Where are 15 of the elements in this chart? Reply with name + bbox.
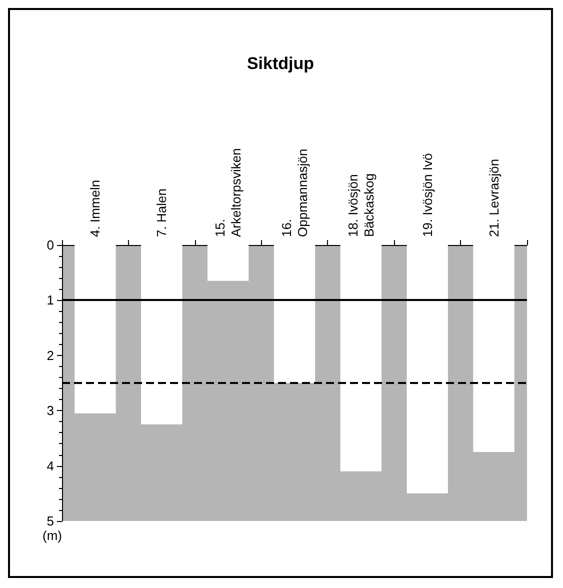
y-tick-label: 1 [46,292,54,308]
x-tick-label: 15. Arkeltorpsviken [212,148,244,237]
x-tick-label: 21. Levrasjön [486,158,502,237]
y-tick-label: 3 [46,403,54,418]
x-tick-label: 7. Halen [154,188,170,237]
y-axis-title: (m) [42,528,62,543]
x-tick-label: 16. Oppmannasjön [279,148,310,237]
x-tick-label: 19. Ivösjön Ivö [420,153,435,237]
y-tick-label: 4 [46,458,54,474]
x-tick-label: 18. Ivösjön Bäckaskog [345,173,376,237]
chart-title: Siktdjup [246,54,314,73]
y-tick-label: 5 [46,514,54,528]
x-tick-label: 4. Immeln [88,180,103,237]
y-tick-label: 2 [46,348,54,363]
y-tick-label: 0 [46,238,54,252]
